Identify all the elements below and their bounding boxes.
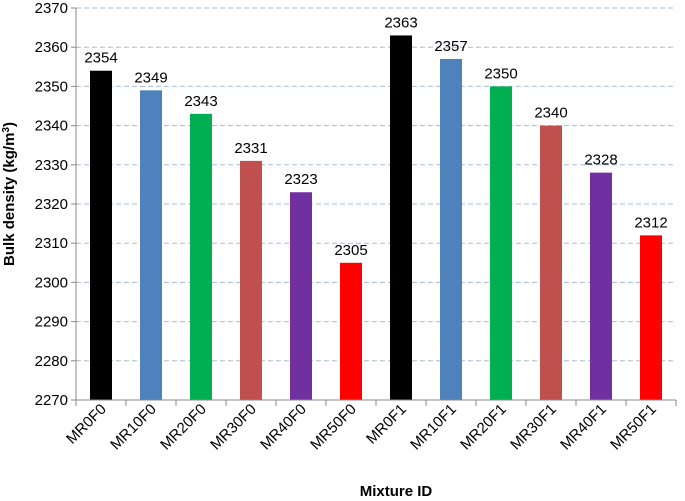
x-tick-label: MR50F0 — [307, 401, 360, 454]
x-tick-label: MR40F1 — [557, 401, 610, 454]
y-tick-label: 2330 — [35, 157, 68, 174]
data-label: 2349 — [134, 69, 167, 86]
data-label: 2340 — [534, 105, 567, 122]
data-label: 2331 — [234, 140, 267, 157]
y-axis-ticks: 2270 2280 2290 2300 2310 2320 2330 2340 2350 2360… — [35, 0, 76, 409]
data-label: 2350 — [484, 65, 517, 82]
data-label: 2363 — [384, 14, 417, 31]
y-axis-title-close: ) — [1, 122, 18, 127]
x-tick-label: MR20F0 — [157, 401, 210, 454]
y-axis-title-superscript: 3 — [1, 127, 12, 133]
bar — [390, 35, 412, 400]
gridlines — [76, 7, 676, 362]
y-tick-label: 2300 — [35, 274, 68, 291]
data-label: 2323 — [284, 171, 317, 188]
y-tick-label: 2370 — [35, 0, 68, 17]
bars — [90, 35, 662, 401]
y-tick-label: 2270 — [35, 392, 68, 409]
x-tick-label: MR0F1 — [363, 401, 410, 448]
x-tick-label: MR20F1 — [457, 401, 510, 454]
bar — [640, 235, 662, 400]
x-tick-label: MR30F0 — [207, 401, 260, 454]
y-tick-label: 2350 — [35, 78, 68, 95]
y-axis-title-main: Bulk density (kg/m — [1, 133, 18, 266]
bar — [490, 86, 512, 401]
bar — [190, 113, 212, 400]
data-label: 2343 — [184, 93, 217, 110]
bar — [90, 70, 112, 400]
data-label: 2328 — [584, 152, 617, 169]
x-tick-label: MR30F1 — [507, 401, 560, 454]
y-tick-label: 2310 — [35, 235, 68, 252]
x-tick-label: MR0F0 — [63, 401, 110, 448]
y-tick-label: 2360 — [35, 39, 68, 56]
data-label: 2305 — [334, 242, 367, 259]
y-tick-label: 2280 — [35, 353, 68, 370]
data-labels: 2354 2349 2343 2331 2323 2305 2363 2357 2350 2340… — [84, 14, 667, 258]
data-label: 2354 — [84, 50, 117, 67]
bar — [140, 90, 162, 400]
x-tick-label: MR50F1 — [607, 401, 660, 454]
y-tick-label: 2290 — [35, 314, 68, 331]
data-label: 2357 — [434, 38, 467, 55]
bar — [540, 125, 562, 400]
data-label: 2312 — [634, 214, 667, 231]
x-tick-label: MR10F0 — [107, 401, 160, 454]
bar — [340, 262, 362, 400]
y-tick-label: 2340 — [35, 118, 68, 135]
bar — [590, 172, 612, 400]
y-tick-label: 2320 — [35, 196, 68, 213]
bar — [290, 192, 312, 400]
y-axis-title: Bulk density (kg/m3) — [1, 122, 19, 266]
x-tick-label: MR40F0 — [257, 401, 310, 454]
bar — [240, 160, 262, 400]
bar — [440, 58, 462, 401]
x-tick-label: MR10F1 — [407, 401, 460, 454]
x-axis-title: Mixture ID — [360, 483, 433, 500]
